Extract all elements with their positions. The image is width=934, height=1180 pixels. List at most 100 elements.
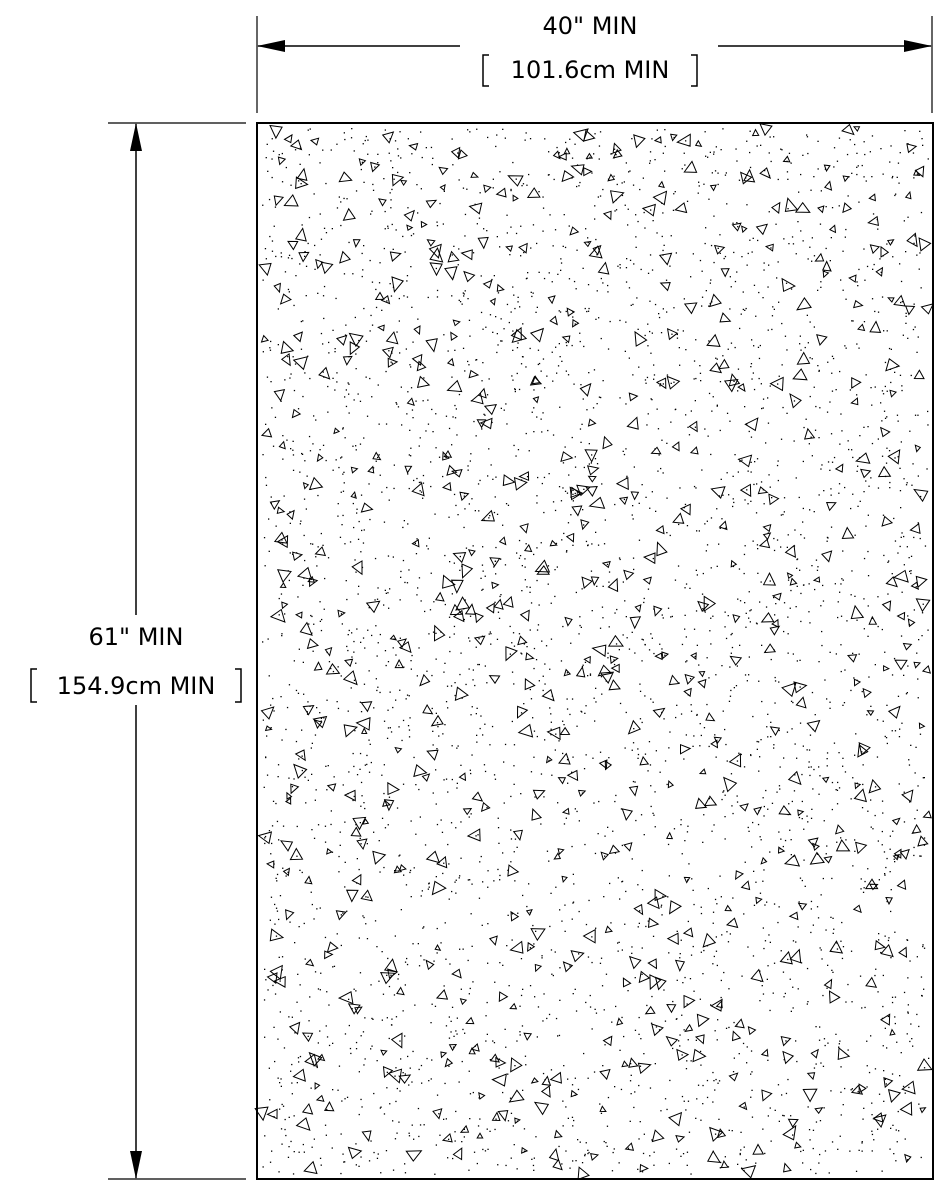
sand-dot xyxy=(556,146,558,149)
sand-dot xyxy=(781,364,783,366)
sand-dot xyxy=(801,773,803,776)
sand-dot xyxy=(468,1070,470,1072)
sand-dot xyxy=(625,477,628,479)
sand-dot xyxy=(281,539,283,541)
sand-dot xyxy=(386,486,388,489)
sand-dot xyxy=(524,566,526,568)
sand-dot xyxy=(806,134,808,136)
sand-dot xyxy=(531,411,533,413)
sand-dot xyxy=(498,842,500,844)
sand-dot xyxy=(409,871,411,874)
aggregate-triangle xyxy=(607,173,616,182)
sand-dot xyxy=(520,793,522,795)
sand-dot xyxy=(595,927,597,929)
sand-dot xyxy=(790,1010,792,1012)
aggregate-triangle xyxy=(557,848,565,855)
sand-dot xyxy=(296,1082,298,1084)
sand-dot xyxy=(644,227,646,229)
sand-dot xyxy=(688,145,690,147)
sand-dot xyxy=(418,1135,420,1138)
aggregate-triangle xyxy=(675,1134,686,1143)
sand-dot xyxy=(633,568,635,571)
sand-dot xyxy=(867,605,869,607)
sand-dot xyxy=(634,1091,636,1093)
sand-dot xyxy=(860,888,862,890)
sand-dot xyxy=(330,149,332,151)
sand-dot xyxy=(445,778,448,780)
sand-dot xyxy=(713,215,715,217)
sand-dot xyxy=(734,346,736,349)
sand-dot xyxy=(910,572,912,575)
sand-dot xyxy=(287,356,289,358)
sand-dot xyxy=(274,1060,276,1063)
sand-dot xyxy=(668,1162,670,1165)
aggregate-triangle xyxy=(822,260,832,272)
sand-dot xyxy=(680,1155,682,1157)
sand-dot xyxy=(585,1142,587,1144)
aggregate-triangle xyxy=(784,544,796,558)
aggregate-triangle xyxy=(759,123,773,137)
sand-dot xyxy=(373,831,375,833)
sand-dot xyxy=(454,417,457,419)
sand-dot xyxy=(643,211,645,214)
sand-dot xyxy=(909,960,911,962)
sand-dot xyxy=(355,662,357,664)
sand-dot xyxy=(736,271,738,273)
sand-dot xyxy=(417,1107,420,1110)
sand-dot xyxy=(826,845,828,847)
sand-dot xyxy=(535,311,537,313)
sand-dot xyxy=(641,638,643,640)
sand-dot xyxy=(578,185,580,187)
sand-dot xyxy=(663,989,665,991)
sand-dot xyxy=(320,972,322,974)
sand-dot xyxy=(808,749,811,751)
aggregate-triangle xyxy=(432,1108,443,1120)
aggregate-triangle xyxy=(577,1166,591,1180)
aggregate-triangle xyxy=(599,1105,607,1113)
aggregate-triangle xyxy=(570,1089,579,1098)
sand-dot xyxy=(771,315,774,317)
sand-dot xyxy=(517,912,519,914)
sand-dot xyxy=(578,633,580,635)
sand-dot xyxy=(572,901,575,903)
sand-dot xyxy=(294,149,297,151)
aggregate-triangle xyxy=(787,1118,799,1128)
sand-dot xyxy=(802,521,804,523)
aggregate-triangle xyxy=(763,643,777,654)
sand-dot xyxy=(492,331,494,333)
sand-dot xyxy=(883,1070,885,1072)
sand-dot xyxy=(377,384,379,386)
sand-dot xyxy=(463,1128,465,1130)
sand-dot xyxy=(364,139,366,142)
sand-dot xyxy=(787,534,789,536)
sand-dot xyxy=(768,175,771,177)
sand-dot xyxy=(800,230,802,232)
sand-dot xyxy=(663,244,665,246)
sand-dot xyxy=(529,688,531,691)
sand-dot xyxy=(292,449,294,451)
sand-dot xyxy=(512,330,514,332)
sand-dot xyxy=(486,1001,488,1004)
aggregate-triangle xyxy=(493,598,504,610)
sand-dot xyxy=(729,666,731,668)
aggregate-triangle xyxy=(510,910,520,922)
aggregate-triangle xyxy=(759,167,772,179)
sand-dot xyxy=(749,239,751,241)
sand-dot xyxy=(758,680,760,682)
sand-dot xyxy=(644,753,647,755)
sand-dot xyxy=(922,603,924,605)
sand-dot xyxy=(376,1157,379,1159)
sand-dot xyxy=(758,377,760,380)
sand-dot xyxy=(813,326,815,328)
sand-dot xyxy=(387,227,389,229)
sand-dot xyxy=(281,1103,283,1106)
sand-dot xyxy=(340,675,342,677)
sand-dot xyxy=(423,1124,425,1126)
sand-dot xyxy=(360,1035,362,1037)
sand-dot xyxy=(675,252,677,254)
sand-dot xyxy=(641,889,644,891)
aggregate-triangle xyxy=(842,175,850,183)
sand-dot xyxy=(402,1010,404,1012)
sand-dot xyxy=(748,617,750,619)
sand-dot xyxy=(811,691,814,694)
